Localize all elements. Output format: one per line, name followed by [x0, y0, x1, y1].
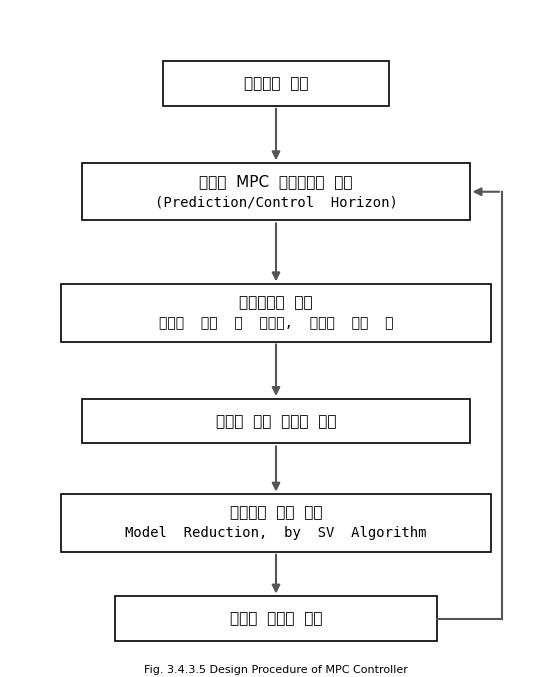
FancyBboxPatch shape — [82, 399, 470, 443]
Text: 플랜트의  결정: 플랜트의 결정 — [244, 76, 308, 91]
Text: Fig. 3.4.3.5 Design Procedure of MPC Controller: Fig. 3.4.3.5 Design Procedure of MPC Con… — [144, 665, 408, 675]
FancyBboxPatch shape — [61, 494, 491, 552]
Text: (Prediction/Control  Horizon): (Prediction/Control Horizon) — [155, 195, 397, 209]
FancyBboxPatch shape — [82, 163, 470, 221]
FancyBboxPatch shape — [163, 61, 389, 106]
Text: 적절한  MPC  설계인자의  선택: 적절한 MPC 설계인자의 선택 — [199, 174, 353, 189]
Text: 제어기의  차수  감소: 제어기의 차수 감소 — [230, 505, 322, 521]
FancyBboxPatch shape — [61, 284, 491, 341]
Text: 입력의  크기  및  변화율,  출력의  제한  등: 입력의 크기 및 변화율, 출력의 제한 등 — [159, 316, 393, 330]
Text: 구속조건의  결정: 구속조건의 결정 — [239, 295, 313, 310]
Text: 모사를  통한  시스템  판정: 모사를 통한 시스템 판정 — [216, 414, 336, 429]
Text: Model  Reduction,  by  SV  Algorithm: Model Reduction, by SV Algorithm — [125, 527, 427, 540]
FancyBboxPatch shape — [115, 596, 437, 641]
Text: 시스템  안정도  파악: 시스템 안정도 파악 — [230, 611, 322, 626]
